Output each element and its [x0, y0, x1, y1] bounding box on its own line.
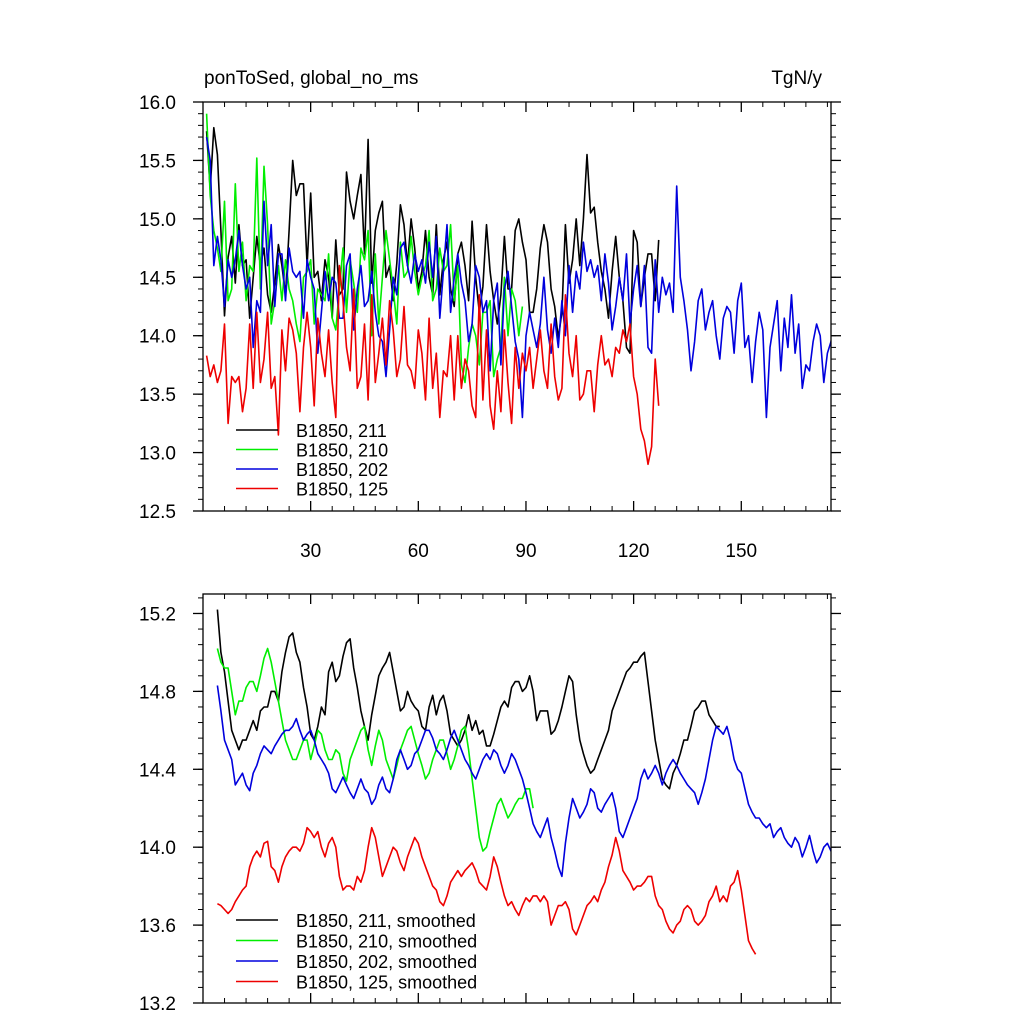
bottom-y-tick-label: 15.2	[139, 604, 176, 625]
bottom-y-tick-label: 14.0	[139, 838, 176, 859]
chart-title-left: ponToSed, global_no_ms	[204, 68, 418, 89]
bottom-series-line-2	[216, 647, 534, 852]
top-y-tick-label: 14.0	[139, 327, 176, 348]
top-legend-label-3: B1850, 202	[296, 460, 388, 480]
bottom-y-tick-label: 13.2	[139, 994, 176, 1015]
bottom-legend-label-1: B1850, 211, smoothed	[296, 911, 476, 931]
top-x-tick-label: 60	[408, 541, 429, 562]
top-legend-label-1: B1850, 211	[296, 421, 387, 441]
panel-bottom: 13.2 13.6 14.0 14.4 14.8 15.2 B1850, 211, smoo…	[139, 593, 841, 1015]
bottom-legend-label-2: B1850, 210, smoothed	[296, 932, 477, 952]
bottom-legend-label-4: B1850, 125, smoothed	[296, 973, 477, 993]
top-y-tick-label: 13.0	[139, 444, 176, 465]
panel-top: 30 60 90 120 150 12.5 13.0 13.5 14.0 14.5 15.0 15.5…	[139, 93, 841, 562]
bottom-legend-label-3: B1850, 202, smoothed	[296, 952, 477, 972]
top-x-tick-label: 150	[725, 541, 757, 562]
top-y-tick-label: 12.5	[139, 502, 176, 523]
bottom-plot-frame	[202, 593, 832, 1004]
top-plot-frame	[202, 101, 832, 512]
bottom-series-line-4	[217, 826, 757, 955]
chart-units-label: TgN/y	[771, 68, 822, 89]
top-x-tick-label: 30	[300, 541, 321, 562]
top-legend-label-2: B1850, 210	[296, 441, 388, 461]
top-y-tick-label: 14.5	[139, 268, 176, 289]
bottom-series-line-1	[216, 609, 720, 790]
top-series-line-1	[205, 126, 660, 355]
top-y-tick-label: 15.5	[139, 151, 176, 172]
top-x-tick-label: 90	[515, 541, 536, 562]
bottom-y-tick-label: 13.6	[139, 916, 176, 937]
top-series-line-3	[205, 136, 831, 419]
bottom-series-line-3	[216, 685, 831, 878]
top-y-tick-label: 15.0	[139, 210, 176, 231]
bottom-y-tick-label: 14.8	[139, 682, 176, 703]
top-series-line-4	[205, 264, 660, 466]
bottom-y-tick-label: 14.4	[139, 760, 176, 781]
top-y-tick-label: 16.0	[139, 93, 176, 114]
top-y-tick-label: 13.5	[139, 385, 176, 406]
top-legend-label-4: B1850, 125	[296, 480, 388, 500]
top-x-tick-label: 120	[618, 541, 650, 562]
